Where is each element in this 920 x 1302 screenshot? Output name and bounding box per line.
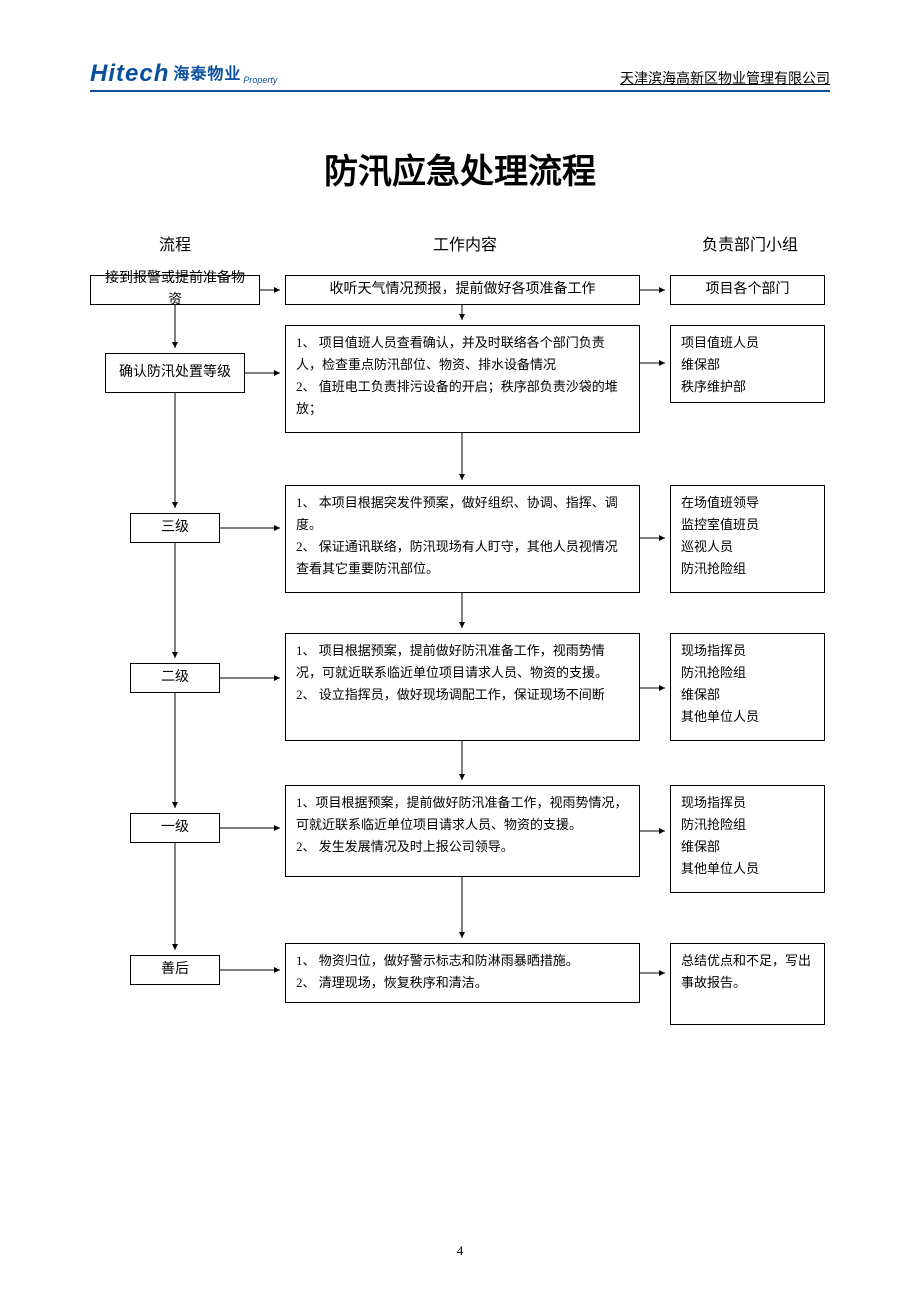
process-box-4: 一级 (130, 813, 220, 843)
logo: Hitech海泰物业Property (90, 60, 277, 88)
logo-sub: Property (243, 75, 277, 85)
process-box-5: 善后 (130, 955, 220, 985)
process-box-2: 三级 (130, 513, 220, 543)
dept-box-4: 现场指挥员 防汛抢险组 维保部 其他单位人员 (670, 785, 825, 893)
page-header: Hitech海泰物业Property 天津滨海高新区物业管理有限公司 (90, 60, 830, 92)
dept-box-3: 现场指挥员 防汛抢险组 维保部 其他单位人员 (670, 633, 825, 741)
flowchart: 流程 工作内容 负责部门小组 (90, 233, 830, 1063)
page-number: 4 (90, 1243, 830, 1259)
content-box-1: 1、 项目值班人员查看确认，并及时联络各个部门负责人，检查重点防汛部位、物资、排… (285, 325, 640, 433)
process-box-1: 确认防汛处置等级 (105, 353, 245, 393)
logo-text: Hitech (90, 60, 169, 87)
page-title: 防汛应急处理流程 (90, 144, 830, 193)
company-name: 天津滨海高新区物业管理有限公司 (620, 68, 830, 88)
content-box-5: 1、 物资归位，做好警示标志和防淋雨暴晒措施。 2、 清理现场，恢复秩序和清洁。 (285, 943, 640, 1003)
content-box-2: 1、 本项目根据突发件预案，做好组织、协调、指挥、调度。 2、 保证通讯联络，防… (285, 485, 640, 593)
process-box-3: 二级 (130, 663, 220, 693)
logo-cn: 海泰物业 (173, 66, 241, 83)
dept-box-2: 在场值班领导 监控室值班员 巡视人员 防汛抢险组 (670, 485, 825, 593)
content-box-0: 收听天气情况预报，提前做好各项准备工作 (285, 275, 640, 305)
process-box-0: 接到报警或提前准备物资 (90, 275, 260, 305)
content-box-4: 1、项目根据预案，提前做好防汛准备工作，视雨势情况，可就近联系临近单位项目请求人… (285, 785, 640, 877)
content-box-3: 1、 项目根据预案，提前做好防汛准备工作，视雨势情况，可就近联系临近单位项目请求… (285, 633, 640, 741)
dept-box-0: 项目各个部门 (670, 275, 825, 305)
dept-box-5: 总结优点和不足，写出事故报告。 (670, 943, 825, 1025)
dept-box-1: 项目值班人员 维保部 秩序维护部 (670, 325, 825, 403)
